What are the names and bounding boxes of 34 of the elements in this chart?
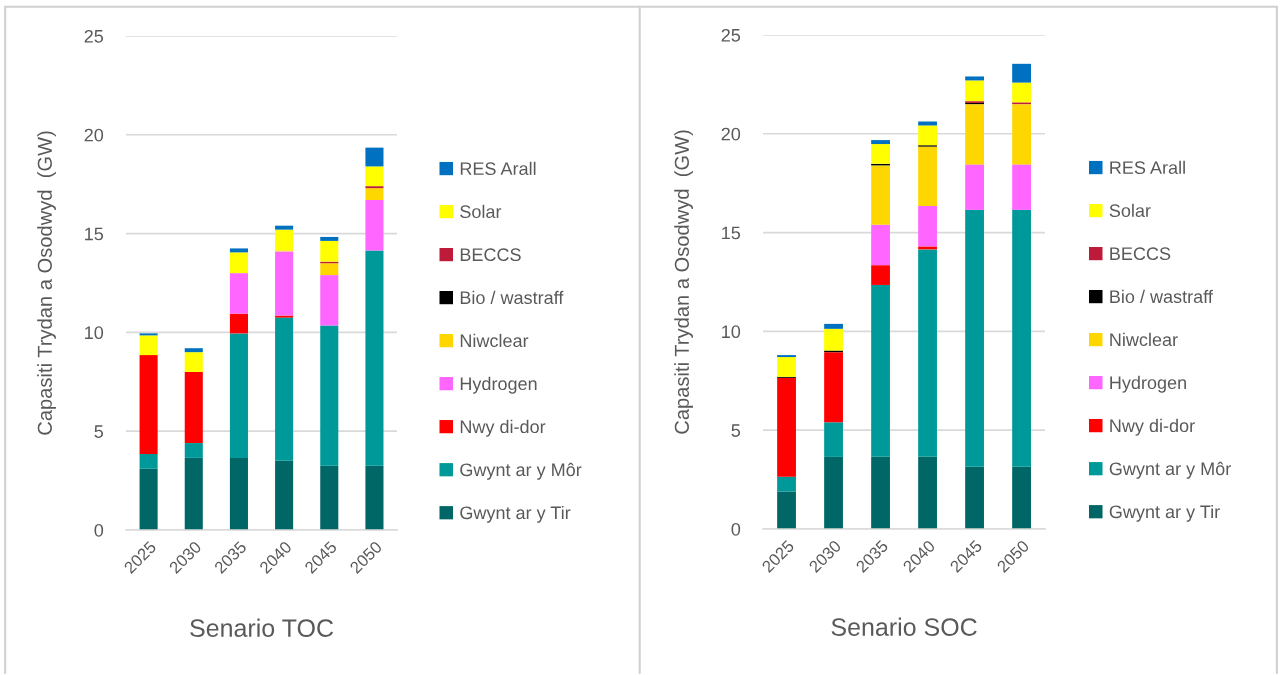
legend-label: Hydrogen	[460, 376, 537, 394]
legend-label: Bio / wastraff	[1110, 289, 1213, 304]
y-axis-title: Capasiti Trydan a Osodwyd (GW)	[37, 131, 56, 435]
y-tick-label: 10	[85, 326, 104, 340]
x-axis-title: Senario TOC	[190, 618, 334, 637]
y-tick-label: 15	[722, 226, 741, 240]
legend-label: Hydrogen	[1110, 375, 1186, 393]
legend-label: Nwy di-dor	[1110, 418, 1195, 436]
legend-label: Solar	[460, 204, 502, 219]
legend-label: Gwynt ar y Môr	[1109, 461, 1231, 479]
y-tick-label: 0	[94, 523, 104, 537]
y-tick-label: 25	[721, 28, 741, 42]
legend-label: Gwynt ar y Môr	[460, 462, 582, 480]
y-tick-label: 5	[94, 425, 104, 438]
y-tick-label: 15	[85, 227, 104, 241]
legend-label: BECCS	[1110, 247, 1171, 261]
legend-label: Bio / wastraff	[460, 290, 564, 305]
legend-label: BECCS	[460, 248, 521, 262]
legend-label: RES Arall	[460, 161, 536, 176]
legend-label: RES Arall	[1110, 160, 1185, 175]
y-tick-label: 25	[84, 29, 104, 43]
legend-label: Nwy di-dor	[460, 419, 546, 437]
y-tick-label: 20	[84, 128, 104, 142]
legend-label: Niwclear	[1110, 332, 1178, 347]
legend-label: Solar	[1109, 203, 1151, 218]
legend-label: Niwclear	[460, 333, 529, 348]
y-tick-label: 0	[731, 522, 741, 536]
y-axis-title: Capasiti Trydan a Osodwyd (GW)	[674, 130, 693, 434]
y-tick-label: 20	[721, 127, 741, 141]
y-tick-label: 5	[731, 424, 741, 437]
legend-label: Gwynt ar y Tir	[460, 505, 571, 523]
legend-label: Gwynt ar y Tir	[1109, 504, 1220, 522]
x-axis-title: Senario SOC	[831, 617, 977, 636]
y-tick-label: 10	[722, 325, 741, 339]
